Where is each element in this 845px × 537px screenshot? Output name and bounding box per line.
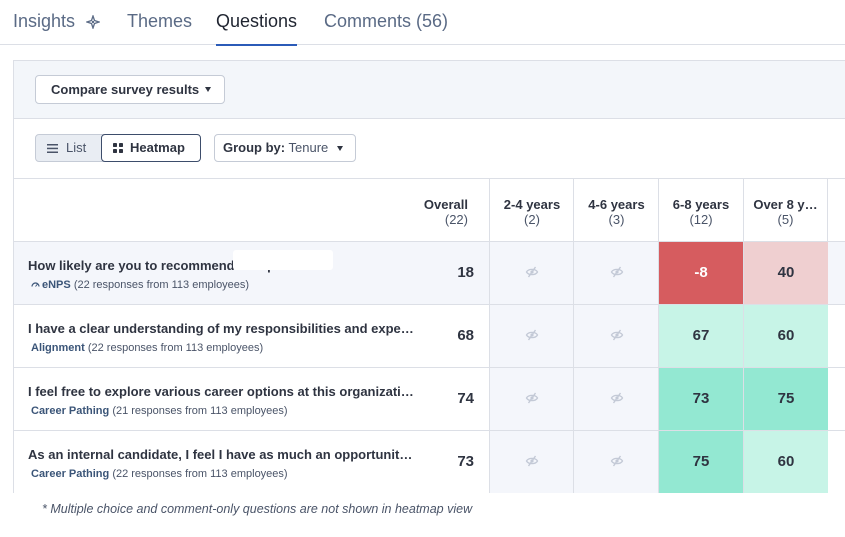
- column-header-overall[interactable]: Overall (22): [414, 179, 489, 242]
- overall-score: 74: [457, 390, 474, 407]
- heatmap-cell[interactable]: 40: [743, 242, 828, 304]
- column-label: 6-8 years: [672, 197, 730, 212]
- question-meta: Alignment (22 responses from 113 employe…: [31, 342, 263, 354]
- column-count: (2): [524, 212, 540, 227]
- heatmap-cell-hidden: [489, 368, 574, 430]
- column-label: Overall: [423, 197, 468, 212]
- column-label: 2-4 years: [503, 197, 561, 212]
- question-responses: (21 responses from 113 employees): [112, 405, 288, 417]
- question-meta: Career Pathing (22 responses from 113 em…: [31, 468, 288, 480]
- heatmap-view-button[interactable]: Heatmap: [101, 134, 201, 162]
- eye-off-icon: [610, 455, 623, 467]
- tab-comments[interactable]: Comments (56): [324, 11, 449, 31]
- view-toolbar: List Heatmap Group by: Tenure: [14, 120, 845, 178]
- heatmap-cell[interactable]: 75: [743, 368, 828, 430]
- question-category: Career Pathing: [31, 405, 110, 417]
- column-count: (3): [608, 212, 625, 227]
- overall-score: 18: [457, 264, 474, 281]
- heatmap-footnote: * Multiple choice and comment-only quest…: [42, 502, 473, 516]
- table-row[interactable]: As an internal candidate, I feel I have …: [14, 430, 845, 493]
- eye-off-icon: [525, 392, 539, 404]
- eye-off-icon: [610, 266, 623, 278]
- column-header-2-4-years[interactable]: 2-4 years (2): [489, 179, 574, 242]
- heatmap-cell[interactable]: 60: [743, 305, 828, 367]
- heatmap-cell[interactable]: 67: [658, 305, 743, 367]
- heatmap-cell-hidden: [573, 242, 659, 304]
- question-meta: eNPS (22 responses from 113 employees): [31, 279, 249, 291]
- group-by-label: Group by:: [223, 140, 286, 155]
- grid-icon: [113, 143, 123, 153]
- heatmap-panel: Compare survey results List: [13, 60, 845, 493]
- compare-survey-results-button[interactable]: Compare survey results: [35, 75, 225, 104]
- list-icon: [47, 144, 58, 153]
- table-row[interactable]: How likely are you to recommend as a pla…: [14, 241, 845, 304]
- eye-off-icon: [610, 392, 623, 404]
- heatmap-cell-hidden: [489, 431, 574, 493]
- heatmap-cell-hidden: [573, 305, 659, 367]
- chevron-down-icon: [337, 146, 343, 151]
- column-header-6-8-years[interactable]: 6-8 years (12): [658, 179, 743, 242]
- heatmap-cell-hidden: [489, 305, 574, 367]
- heatmap-cell-hidden: [573, 431, 659, 493]
- column-header-over-8-years[interactable]: Over 8 y… (5): [743, 179, 828, 242]
- question-category: Alignment: [31, 342, 85, 354]
- tab-themes[interactable]: Themes: [127, 11, 193, 31]
- heatmap-cell-hidden: [489, 242, 574, 304]
- sparkle-icon: [86, 15, 101, 29]
- question-text: How likely are you to recommend as a pla…: [28, 258, 317, 273]
- heatmap-cell[interactable]: 75: [658, 431, 743, 493]
- eye-off-icon: [525, 329, 539, 341]
- column-header-4-6-years[interactable]: 4-6 years (3): [573, 179, 659, 242]
- eye-off-icon: [525, 266, 539, 278]
- eye-off-icon: [610, 329, 623, 341]
- heatmap-view-label: Heatmap: [130, 140, 185, 155]
- table-row[interactable]: I feel free to explore various career op…: [14, 367, 845, 430]
- redacted-text: [233, 250, 333, 270]
- group-by-dropdown[interactable]: Group by: Tenure: [214, 134, 356, 162]
- chevron-down-icon: [205, 87, 211, 92]
- question-text: I have a clear understanding of my respo…: [28, 321, 414, 336]
- compare-bar: Compare survey results: [14, 61, 845, 119]
- question-responses: (22 responses from 113 employees): [73, 279, 250, 291]
- table-row[interactable]: I have a clear understanding of my respo…: [14, 304, 845, 367]
- table-header: Overall (22) 2-4 years (2) 4-6 years (3)…: [14, 178, 845, 242]
- list-view-label: List: [66, 140, 87, 155]
- heatmap-cell-hidden: [573, 368, 659, 430]
- gauge-icon: [31, 282, 40, 287]
- tab-questions[interactable]: Questions: [216, 10, 298, 46]
- tab-bar: Insights Themes Questions Comments (56): [0, 0, 845, 46]
- question-responses: (22 responses from 113 employees): [112, 468, 288, 480]
- heatmap-cell[interactable]: 73: [658, 368, 743, 430]
- list-view-button[interactable]: List: [36, 135, 101, 161]
- question-meta: Career Pathing (21 responses from 113 em…: [31, 405, 288, 417]
- question-text: I feel free to explore various career op…: [28, 384, 414, 399]
- tab-insights-label: Insights: [13, 11, 76, 31]
- column-label: Over 8 y…: [753, 197, 818, 212]
- heatmap-cell[interactable]: 60: [743, 431, 828, 493]
- question-text: As an internal candidate, I feel I have …: [28, 447, 414, 462]
- question-category: eNPS: [42, 279, 71, 291]
- group-by-value: Tenure: [288, 140, 329, 155]
- overall-score: 73: [457, 453, 474, 470]
- view-toggle: List Heatmap: [35, 134, 201, 162]
- question-category: Career Pathing: [31, 468, 110, 480]
- column-label: 4-6 years: [588, 197, 645, 212]
- column-count: (22): [444, 212, 468, 227]
- column-count: (12): [689, 212, 713, 227]
- compare-label: Compare survey results: [51, 82, 200, 97]
- column-count: (5): [777, 212, 794, 227]
- overall-score: 68: [457, 327, 474, 344]
- eye-off-icon: [525, 455, 539, 467]
- heatmap-cell[interactable]: -8: [658, 242, 743, 304]
- question-responses: (22 responses from 113 employees): [87, 342, 264, 354]
- tab-insights[interactable]: Insights: [13, 10, 101, 45]
